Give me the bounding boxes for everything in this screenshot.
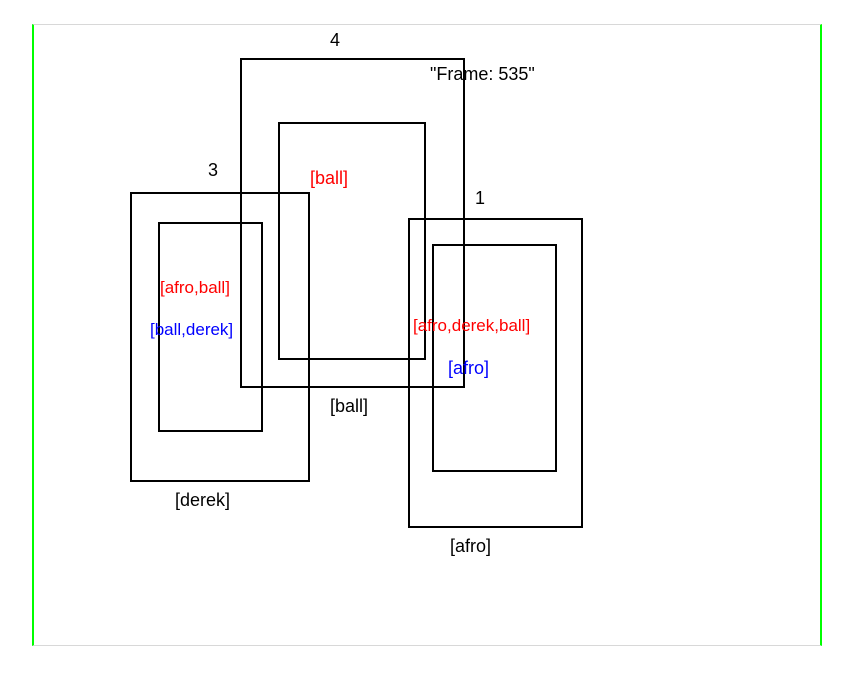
bbox-label-above-box-3-outer: 3 [208,160,218,181]
diagram-canvas: "Frame: 535" 3[derek]4[ball][ball]1[afro… [0,0,864,688]
bbox-label-inner-top-box-4-inner: [ball] [310,168,348,189]
bbox-label-inner-box-1-inner: [afro] [448,358,489,379]
bbox-box-4-inner [278,122,426,360]
bbox-label-above-box-4-outer: 4 [330,30,340,51]
bbox-label-below-box-4-outer: [ball] [330,396,368,417]
bbox-label-below-box-1-outer: [afro] [450,536,491,557]
annotation-anno-ball-derek: [ball,derek] [150,320,233,340]
annotation-anno-afro-derek-ball: [afro,derek,ball] [413,316,530,336]
bbox-label-below-box-3-outer: [derek] [175,490,230,511]
annotation-anno-afro-ball: [afro,ball] [160,278,230,298]
bbox-label-above-box-1-outer: 1 [475,188,485,209]
